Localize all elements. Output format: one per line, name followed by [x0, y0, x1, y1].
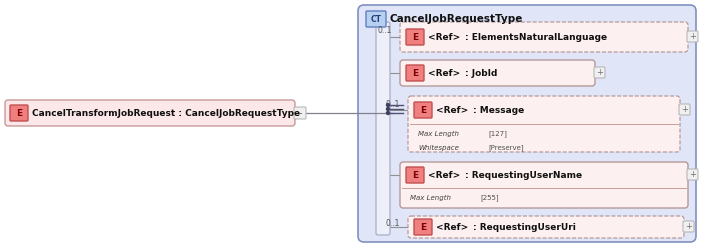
Text: E: E [412, 68, 418, 78]
Text: +: + [596, 68, 603, 77]
Text: +: + [685, 222, 692, 231]
Text: +: + [681, 105, 688, 114]
Text: <Ref>: <Ref> [436, 223, 468, 231]
FancyBboxPatch shape [594, 67, 605, 78]
Text: 0..1: 0..1 [378, 25, 392, 35]
FancyBboxPatch shape [414, 102, 432, 118]
Circle shape [387, 103, 390, 106]
Text: <Ref>: <Ref> [428, 170, 461, 180]
FancyBboxPatch shape [406, 29, 424, 45]
Text: [255]: [255] [480, 195, 498, 201]
Text: : JobId: : JobId [465, 68, 498, 78]
FancyBboxPatch shape [687, 31, 698, 42]
Circle shape [387, 111, 390, 115]
Text: +: + [689, 32, 696, 41]
Text: [127]: [127] [488, 131, 507, 137]
Text: E: E [420, 105, 426, 115]
Text: Max Length: Max Length [418, 131, 459, 137]
FancyBboxPatch shape [366, 11, 386, 27]
FancyBboxPatch shape [358, 5, 696, 242]
FancyBboxPatch shape [408, 96, 680, 152]
FancyBboxPatch shape [414, 219, 432, 235]
Text: E: E [16, 108, 22, 118]
Text: : ElementsNaturalLanguage: : ElementsNaturalLanguage [465, 33, 607, 41]
Text: Max Length: Max Length [410, 195, 451, 201]
FancyBboxPatch shape [406, 65, 424, 81]
FancyBboxPatch shape [400, 22, 688, 52]
FancyBboxPatch shape [376, 22, 390, 235]
Text: : RequestingUserName: : RequestingUserName [465, 170, 582, 180]
FancyBboxPatch shape [10, 105, 28, 121]
FancyBboxPatch shape [400, 162, 688, 208]
FancyBboxPatch shape [687, 169, 698, 180]
FancyBboxPatch shape [408, 216, 684, 238]
Text: E: E [420, 223, 426, 231]
FancyBboxPatch shape [400, 60, 595, 86]
Text: 0..1: 0..1 [386, 220, 400, 228]
FancyBboxPatch shape [294, 107, 306, 119]
Text: <Ref>: <Ref> [436, 105, 468, 115]
FancyBboxPatch shape [406, 167, 424, 183]
FancyBboxPatch shape [5, 100, 295, 126]
Text: <Ref>: <Ref> [428, 68, 461, 78]
Text: -: - [298, 108, 302, 118]
Text: E: E [412, 170, 418, 180]
Text: E: E [412, 33, 418, 41]
Text: CancelJobRequestType: CancelJobRequestType [390, 14, 524, 24]
Text: [Preserve]: [Preserve] [488, 145, 524, 151]
Text: CancelTransformJobRequest : CancelJobRequestType: CancelTransformJobRequest : CancelJobReq… [32, 108, 300, 118]
Text: 0..1: 0..1 [386, 100, 400, 108]
Text: <Ref>: <Ref> [428, 33, 461, 41]
FancyBboxPatch shape [683, 221, 694, 232]
FancyBboxPatch shape [679, 104, 690, 115]
Circle shape [387, 107, 390, 110]
Text: : RequestingUserUri: : RequestingUserUri [473, 223, 576, 231]
Text: CT: CT [371, 15, 381, 23]
Text: Whitespace: Whitespace [418, 145, 459, 151]
Text: : Message: : Message [473, 105, 524, 115]
Text: +: + [689, 170, 696, 179]
